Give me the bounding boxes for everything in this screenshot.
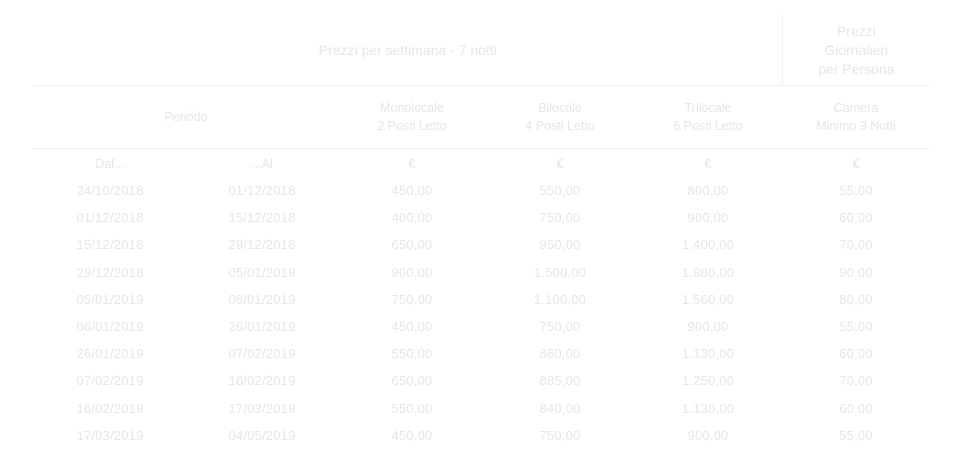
trilocale-price-cell: 1.250,00 (681, 373, 735, 389)
bilocale-price-cell: 750,00 (539, 319, 581, 335)
from-date-cell: 17/03/2019 (76, 427, 144, 443)
from-date-cell: 16/02/2019 (76, 400, 144, 416)
bilocale-price-cell: 750,00 (539, 210, 581, 226)
bilocale-price-cell: 1.500,00 (533, 264, 587, 280)
table-row: 17/03/2019 04/05/2019 450,00 750,00 900,00 55… (34, 422, 930, 449)
from-date-cell: 29/12/2018 (76, 264, 144, 280)
to-date-cell: 15/12/2018 (228, 210, 296, 226)
from-date-cell: 01/12/2018 (76, 210, 144, 226)
daily-prices-title: Prezzi Giornalieri per Persona (781, 15, 931, 86)
table-header-row-1: Prezzi per settimana - 7 notti Prezzi Gi… (34, 15, 931, 86)
currency-symbol: € (704, 157, 712, 171)
bilocale-price-cell: 750,00 (539, 427, 581, 443)
to-date-cell: 01/12/2018 (228, 183, 296, 199)
trilocale-price-cell: 900,00 (687, 319, 729, 335)
camera-price-cell: 55,00 (839, 427, 873, 443)
trilocale-price-cell: 1.130,00 (681, 400, 735, 416)
to-date-cell: 05/01/2019 (228, 264, 296, 280)
table-row: 26/01/2019 07/02/2019 550,00 860,00 1.130,00… (34, 340, 930, 367)
table-row: 29/12/2018 05/01/2019 900,00 1.500,00 1.980,… (34, 259, 930, 286)
price-table: Prezzi per settimana - 7 notti Prezzi Gi… (34, 15, 931, 449)
monolocale-price-cell: 550,00 (391, 346, 433, 362)
monolocale-price-cell: 450,00 (391, 427, 433, 443)
daily-title-line-3: per Persona (818, 60, 895, 77)
from-date-cell: 07/02/2019 (76, 373, 144, 389)
from-date-cell: 15/12/2018 (76, 237, 144, 253)
from-date-cell: 06/01/2019 (76, 319, 144, 335)
from-date-header: Dal... (95, 157, 125, 171)
from-date-cell: 26/01/2019 (76, 346, 144, 362)
monolocale-price-cell: 450,00 (391, 183, 433, 199)
camera-price-cell: 90,00 (839, 264, 873, 280)
bilocale-price-cell: 840,00 (539, 400, 581, 416)
trilocale-price-cell: 1.130,00 (681, 346, 735, 362)
monolocale-price-cell: 650,00 (391, 373, 433, 389)
trilocale-price-cell: 1.980,00 (681, 264, 735, 280)
to-date-cell: 26/01/2019 (228, 319, 296, 335)
table-row: 15/12/2018 29/12/2018 650,00 950,00 1.400,00… (34, 231, 930, 258)
monolocale-price-cell: 650,00 (391, 237, 433, 253)
camera-price-cell: 70,00 (839, 373, 873, 389)
bilocale-beds: 4 Posti Letto (525, 119, 595, 133)
table-row: 06/01/2019 26/01/2019 450,00 750,00 900,00 55… (34, 313, 930, 340)
trilocale-price-cell: 800,00 (687, 183, 729, 199)
daily-title-line-1: Prezzi (836, 22, 876, 39)
from-date-cell: 05/01/2019 (76, 291, 144, 307)
camera-price-cell: 60,00 (839, 400, 873, 416)
monolocale-price-cell: 900,00 (391, 264, 433, 280)
camera-price-cell: 60,00 (839, 210, 873, 226)
trilocale-price-cell: 1.400,00 (681, 237, 735, 253)
currency-symbol: € (556, 157, 564, 171)
price-rows: 24/10/2018 01/12/2018 450,00 550,00 800,00 55… (34, 177, 930, 449)
to-date-cell: 17/03/2019 (228, 400, 296, 416)
table-row: 24/10/2018 01/12/2018 450,00 550,00 800,00 55… (34, 177, 930, 204)
monolocale-beds: 2 Posti Letto (377, 119, 447, 133)
monolocale-price-cell: 550,00 (391, 400, 433, 416)
monolocale-label: Monolocale (380, 101, 444, 115)
monolocale-price-cell: 450,00 (391, 319, 433, 335)
table-header-row-3: Dal... ...Al € € € € (34, 149, 930, 178)
camera-price-cell: 55,00 (839, 183, 873, 199)
currency-symbol: € (852, 157, 860, 171)
camera-label: Camera (833, 101, 879, 115)
monolocale-header: Monolocale 2 Posti Letto (338, 85, 486, 149)
weekly-prices-title: Prezzi per settimana - 7 notti (34, 15, 783, 86)
daily-title-line-2: Giornalieri (824, 41, 889, 58)
bilocale-price-cell: 950,00 (539, 237, 581, 253)
table-row: 01/12/2018 15/12/2018 400,00 750,00 900,00 60… (34, 204, 930, 231)
bilocale-header: Bilocale 4 Posti Letto (486, 85, 634, 149)
period-header: Periodo (34, 85, 338, 149)
from-date-cell: 24/10/2018 (76, 183, 144, 199)
table-row: 05/01/2019 06/01/2019 750,00 1.100,00 1.560,… (34, 286, 930, 313)
monolocale-price-cell: 750,00 (391, 291, 433, 307)
trilocale-price-cell: 900,00 (687, 427, 729, 443)
bilocale-price-cell: 550,00 (539, 183, 581, 199)
to-date-cell: 16/02/2019 (228, 373, 296, 389)
camera-price-cell: 55,00 (839, 319, 873, 335)
camera-price-cell: 60,00 (839, 346, 873, 362)
trilocale-price-cell: 900,00 (687, 210, 729, 226)
trilocale-price-cell: 1.560,00 (681, 291, 735, 307)
table-row: 16/02/2019 17/03/2019 550,00 840,00 1.130,00… (34, 395, 930, 422)
trilocale-header: Trilocale 6 Posti Letto (634, 85, 783, 149)
trilocale-beds: 6 Posti Letto (673, 119, 743, 133)
bilocale-price-cell: 885,00 (539, 373, 581, 389)
monolocale-price-cell: 400,00 (391, 210, 433, 226)
currency-symbol: € (408, 157, 416, 171)
to-date-cell: 04/05/2019 (228, 427, 296, 443)
trilocale-label: Trilocale (684, 101, 732, 115)
bilocale-price-cell: 1.100,00 (533, 291, 587, 307)
camera-price-cell: 80,00 (839, 291, 873, 307)
table-row: 07/02/2019 16/02/2019 650,00 885,00 1.250,00… (34, 367, 930, 394)
bilocale-price-cell: 860,00 (539, 346, 581, 362)
to-date-header: ...Al (251, 157, 273, 171)
bilocale-label: Bilocale (538, 101, 582, 115)
to-date-cell: 06/01/2019 (228, 291, 296, 307)
camera-min-nights: Minimo 3 Notti (816, 119, 896, 133)
camera-price-cell: 70,00 (839, 237, 873, 253)
to-date-cell: 29/12/2018 (228, 237, 296, 253)
camera-header: Camera Minimo 3 Notti (782, 85, 931, 149)
to-date-cell: 07/02/2019 (228, 346, 296, 362)
table-header-row-2: Periodo Monolocale 2 Posti Letto Bilocal… (34, 85, 931, 149)
